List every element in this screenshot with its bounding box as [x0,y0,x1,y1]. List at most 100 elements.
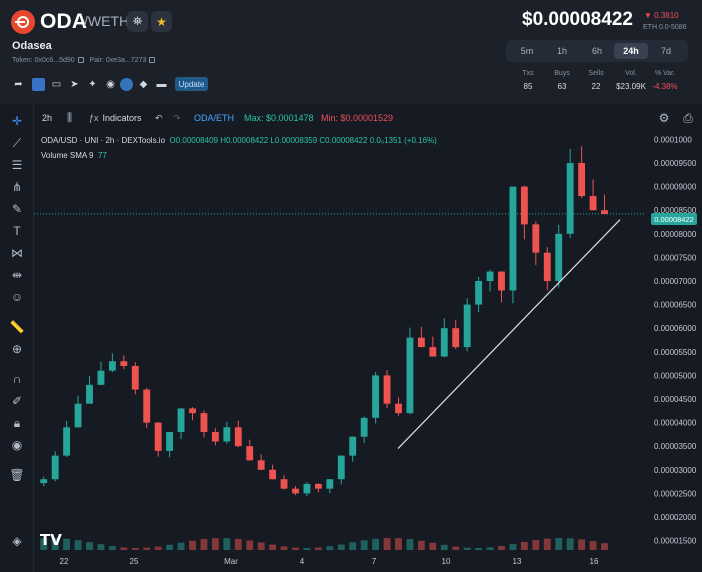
min-price: Min: $0.00001529 [321,113,394,123]
y-tick-label: 0.00003000 [654,466,697,475]
indicators-label: Indicators [102,113,142,123]
token-address-row: Token: 0x0c6...5d90 Pair: 0xe3a...7273 [12,57,156,64]
candle-body [349,436,357,456]
volume-value: 77 [97,151,107,160]
y-tick-label: 0.00002500 [654,489,697,498]
indicators-button[interactable]: ƒx Indicators [89,108,142,128]
candle-body [74,403,82,428]
website-icon[interactable]: ▭ [51,79,62,90]
volume-bar [555,538,563,550]
candle-body [51,455,59,480]
stat-txs-value: 85 [523,82,533,91]
candle-body [108,361,116,371]
y-tick-label: 0.00004500 [654,395,697,404]
candle-body [211,432,219,442]
lock-icon[interactable]: 🔒︎ [13,415,21,430]
wallet-icon[interactable]: ▬ [156,79,167,90]
brush-icon[interactable]: ✎ [11,202,23,216]
stat-var-label: % Var. [654,70,676,77]
copy-icon[interactable] [149,57,156,63]
horizontal-lines-icon[interactable]: ☰ [11,158,23,172]
volume-bar [463,547,471,550]
interval-button[interactable]: 2h [42,113,53,123]
volume-bar [406,539,414,550]
emoji-icon[interactable]: ☺ [10,290,24,304]
max-price: Max: $0.0001478 [244,113,314,123]
metamask-icon[interactable]: ◆ [139,79,148,90]
y-tick-label: 0.00006000 [654,324,697,333]
timeframe-5m[interactable]: 5m [520,46,534,56]
timeframe-selector: 5m 1h 6h 24h 7d [506,40,688,62]
timeframe-7d[interactable]: 7d [660,46,671,56]
pair-address[interactable]: Pair: 0xe3a...7273 [89,57,147,64]
timeframe-24h[interactable]: 24h [614,43,648,59]
candle-body [189,408,196,414]
volume-bar [589,541,597,550]
telegram-icon[interactable]: ➤ [70,79,79,90]
candle-body [566,163,574,234]
settings-icon[interactable]: ⚙ [658,111,670,125]
zoom-in-icon[interactable]: ⊕ [11,342,23,356]
volume-bar [40,538,48,550]
pair-toggle[interactable]: ODA/ETH [194,113,235,123]
volume-bar [211,538,219,550]
favorite-star-icon[interactable]: ★ [151,11,172,32]
candle-body [337,455,345,480]
candle-body [429,347,437,357]
price-chart[interactable]: 0.00010000.000095000.000090000.000085000… [34,130,702,572]
text-tool-icon[interactable]: T [13,224,21,238]
volume-bar [429,542,437,550]
share-icon[interactable]: ➦ [14,79,23,90]
volume-bar [63,538,71,550]
copy-icon[interactable] [77,57,84,63]
ruler-icon[interactable]: 📏 [9,320,25,334]
volume-legend: Volume SMA 9 77 [41,151,107,160]
timeframe-1h[interactable]: 1h [556,46,567,56]
twitter-icon[interactable]: ✦ [88,79,97,90]
candle-body [578,163,586,197]
candle-body [520,186,528,225]
candle-body [234,427,242,447]
eye-icon[interactable]: ◉ [11,438,23,452]
coingecko-icon[interactable] [120,78,133,91]
undo-icon[interactable]: ↶ [155,112,163,123]
candle-body [360,417,368,437]
redo-icon[interactable]: ↷ [173,112,181,123]
binoculars-icon[interactable]: ⛯ [127,11,148,32]
stat-buys-value: 63 [557,82,567,91]
pattern-tool-icon[interactable]: ⋈ [11,246,23,260]
timeframe-6h[interactable]: 6h [591,46,602,56]
lock-drawings-icon[interactable]: ✐ [11,394,23,408]
trash-icon[interactable]: 🗑︎ [9,468,25,482]
x-tick-label: 16 [590,557,599,566]
x-tick-label: 4 [300,557,305,566]
volume-bar [74,540,82,550]
magnet-icon[interactable]: ∩ [12,372,22,386]
token-price: $0.00008422 [522,9,633,30]
volume-bar [601,543,608,550]
stat-sells-label: Sells [588,70,604,77]
y-tick-label: 0.00007500 [654,253,697,262]
token-address[interactable]: Token: 0x0c6...5d90 [12,57,75,64]
candle-body [532,224,540,253]
candle-body [166,432,174,451]
candle-type-icon[interactable]: ⫼ [67,111,73,124]
candle-body [269,469,277,480]
candle-body [143,389,151,423]
camera-icon[interactable]: ⎙ [683,110,693,125]
stat-sells-value: 22 [591,82,601,91]
update-button[interactable]: Update [175,77,208,91]
y-tick-label: 0.00007000 [654,277,697,286]
volume-bar [143,547,151,550]
volume-bar [97,544,105,550]
layers-icon[interactable]: ◈ [12,534,22,548]
trendline-tool-icon[interactable]: ⟋ [12,135,22,150]
pitchfork-icon[interactable]: ⋔ [11,180,23,194]
volume-label: Volume SMA 9 [41,151,94,160]
volume-bar [200,539,208,550]
discord-icon[interactable]: ◉ [106,79,115,90]
crosshair-icon[interactable]: ✛ [11,114,23,128]
candle-body [246,446,254,461]
chart-link-icon[interactable] [32,78,45,91]
fib-tool-icon[interactable]: ⇹ [11,268,23,282]
